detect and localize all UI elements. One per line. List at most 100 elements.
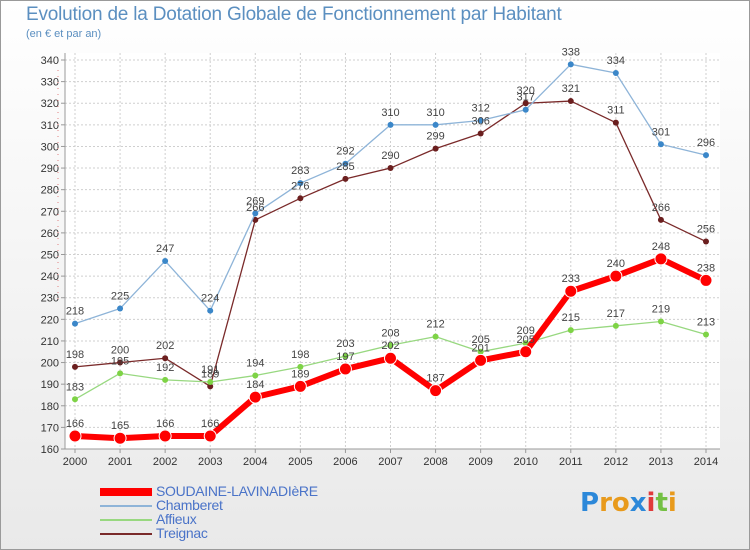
series-1-point bbox=[297, 180, 304, 187]
series-2-value-label: 212 bbox=[426, 319, 444, 331]
series-1-value-label: 269 bbox=[246, 195, 264, 207]
legend-swatch bbox=[100, 488, 152, 496]
legend-label: SOUDAINE-LAVINADIèRE bbox=[156, 483, 318, 499]
series-1-value-label: 218 bbox=[66, 306, 84, 318]
x-tick-label: 2008 bbox=[423, 456, 447, 468]
series-3-value-label: 306 bbox=[471, 115, 489, 127]
plot-area bbox=[65, 53, 720, 449]
series-1-point bbox=[207, 307, 214, 314]
series-3-value-label: 256 bbox=[697, 224, 715, 236]
series-1-point bbox=[117, 305, 124, 312]
logo-letter: x bbox=[629, 488, 647, 518]
y-tick-label: 190 bbox=[41, 379, 59, 391]
series-0-value-label: 197 bbox=[336, 351, 354, 363]
series-1-point bbox=[703, 152, 709, 159]
series-3-value-label: 290 bbox=[381, 150, 399, 162]
logo-letter: r bbox=[599, 488, 612, 518]
series-0-value-label: 205 bbox=[517, 334, 535, 346]
x-tick-label: 2000 bbox=[63, 456, 87, 468]
series-3-point bbox=[297, 195, 304, 202]
series-0-value-label: 240 bbox=[607, 258, 625, 270]
y-tick-label: 320 bbox=[41, 98, 59, 110]
series-0-value-label: 201 bbox=[471, 342, 489, 354]
series-0-point bbox=[609, 269, 623, 283]
x-tick-label: 2014 bbox=[694, 456, 718, 468]
series-2-value-label: 213 bbox=[697, 316, 715, 328]
series-0-point bbox=[248, 390, 262, 404]
series-0-point bbox=[474, 353, 488, 367]
series-1-point bbox=[612, 69, 619, 76]
series-1-value-label: 296 bbox=[697, 137, 715, 149]
series-3-value-label: 266 bbox=[246, 202, 264, 214]
series-1-value-label: 310 bbox=[381, 107, 399, 119]
series-0-point bbox=[429, 384, 443, 398]
legend-swatch bbox=[100, 519, 152, 521]
x-tick-label: 2001 bbox=[108, 456, 132, 468]
series-1-point bbox=[657, 141, 664, 148]
y-tick-label: 330 bbox=[41, 77, 59, 89]
x-tick-label: 2004 bbox=[243, 456, 267, 468]
series-3-point bbox=[432, 145, 439, 152]
series-3-point bbox=[522, 100, 529, 107]
series-3-value-label: 266 bbox=[652, 202, 670, 214]
series-1-point bbox=[387, 121, 394, 128]
series-3-point bbox=[252, 216, 259, 223]
series-3-point bbox=[567, 98, 574, 105]
series-0-value-label: 233 bbox=[562, 273, 580, 285]
x-tick-label: 2013 bbox=[649, 456, 673, 468]
series-0-point bbox=[384, 351, 397, 365]
series-2-point bbox=[703, 331, 709, 338]
series-2-point bbox=[252, 372, 259, 379]
series-1-value-label: 338 bbox=[562, 46, 580, 58]
series-1-value-label: 310 bbox=[426, 107, 444, 119]
logo-letter: i bbox=[667, 488, 677, 518]
series-2-value-label: 209 bbox=[517, 325, 535, 337]
series-2-value-label: 194 bbox=[246, 358, 264, 370]
series-1-point bbox=[567, 61, 574, 68]
series-3-point bbox=[117, 359, 124, 366]
series-2-point bbox=[72, 396, 78, 403]
series-3-value-label: 202 bbox=[156, 340, 174, 352]
series-1-value-label: 334 bbox=[607, 55, 625, 67]
series-3-point bbox=[612, 119, 619, 126]
x-tick-label: 2010 bbox=[513, 456, 537, 468]
series-1-value-label: 283 bbox=[291, 165, 309, 177]
series-0-point bbox=[654, 252, 668, 266]
series-3-value-label: 198 bbox=[66, 349, 84, 361]
legend-swatch bbox=[100, 533, 152, 535]
series-0-point bbox=[68, 429, 82, 443]
series-0-value-label: 166 bbox=[66, 418, 84, 430]
gridlines bbox=[65, 53, 720, 450]
series-1-value-label: 247 bbox=[156, 243, 174, 255]
series-layer bbox=[68, 61, 713, 445]
x-tick-label: 2002 bbox=[153, 456, 177, 468]
series-3-point bbox=[207, 383, 214, 390]
series-1-point bbox=[477, 117, 484, 124]
series-3-point bbox=[703, 238, 709, 245]
series-3-point bbox=[657, 216, 664, 223]
y-tick-label: 220 bbox=[41, 314, 59, 326]
series-2-point bbox=[207, 379, 214, 386]
series-1-point bbox=[522, 106, 529, 113]
series-1-value-label: 292 bbox=[336, 146, 354, 158]
legend-label: Chamberet bbox=[156, 497, 223, 513]
series-2-point bbox=[477, 348, 484, 355]
data-labels: 198 200 202 189 266 276 285 290 299 306 320 321 311 2… bbox=[66, 46, 715, 432]
x-tick-label: 2012 bbox=[604, 456, 628, 468]
y-tick-label: 260 bbox=[41, 228, 59, 240]
series-1-value-label: 317 bbox=[517, 92, 535, 104]
series-2-point bbox=[297, 363, 304, 370]
legend-label: Treignac bbox=[156, 525, 208, 541]
series-2-point bbox=[162, 376, 169, 383]
proxiti-logo: Proxiti bbox=[580, 488, 677, 518]
series-1-value-label: 224 bbox=[201, 293, 219, 305]
y-tick-label: 270 bbox=[41, 206, 59, 218]
y-tick-label: 250 bbox=[41, 250, 59, 262]
logo-letter: P bbox=[580, 488, 600, 518]
series-2-value-label: 217 bbox=[607, 308, 625, 320]
y-tick-label: 160 bbox=[41, 444, 59, 456]
y-tick-label: 310 bbox=[41, 120, 59, 132]
x-tick-label: 2009 bbox=[468, 456, 492, 468]
series-0-point bbox=[203, 429, 217, 443]
series-1-value-label: 301 bbox=[652, 126, 670, 138]
